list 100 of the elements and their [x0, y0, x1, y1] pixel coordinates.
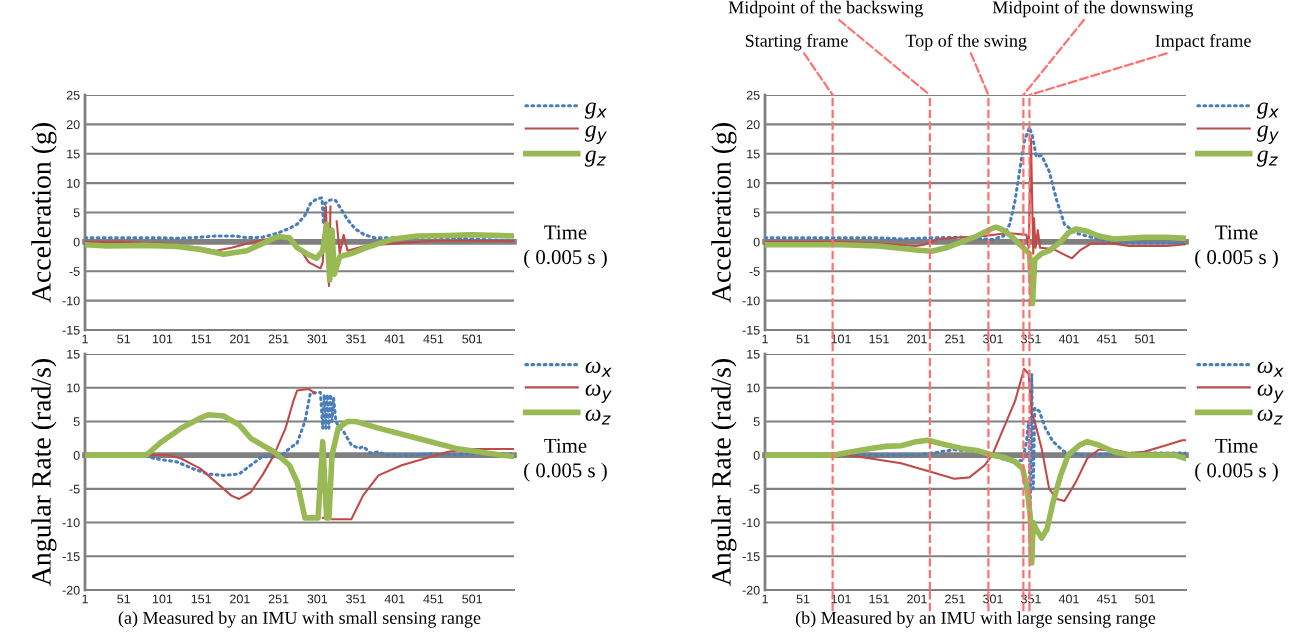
x-tick-label: 451 — [423, 594, 444, 604]
legend-label: g$_{z}$ — [584, 150, 606, 167]
x-tick-label: 501 — [1135, 594, 1155, 604]
y-axis-title: Acceleration (g) — [31, 123, 57, 303]
legend-label: ω$_{y}$ — [585, 384, 612, 403]
ref-line-label: Midpoint of the backswing — [728, 0, 923, 18]
y-tick-label: -10 — [742, 296, 760, 306]
x-tick-label: 51 — [796, 334, 810, 344]
y-axis-title: Acceleration (g) — [711, 123, 737, 303]
x-tick-label: 301 — [307, 334, 328, 344]
ref-line-label: Top of the swing — [905, 33, 1027, 51]
ref-line-label: Starting frame — [745, 33, 848, 51]
x-tick-label: 1 — [82, 594, 88, 604]
legend-label: ω$_{y}$ — [1257, 384, 1284, 403]
ref-line-label: Impact frame — [1155, 34, 1251, 51]
x-tick-label: 151 — [191, 594, 211, 604]
y-tick-label: 0 — [73, 450, 80, 460]
x-tick-label: 251 — [268, 594, 289, 604]
y-tick-label: 5 — [753, 417, 760, 427]
x-tick-label: 151 — [869, 594, 889, 604]
x-tick-label: 301 — [307, 594, 328, 604]
x-tick-label: 51 — [117, 594, 131, 604]
line-series — [765, 125, 1186, 245]
line-series — [765, 138, 1186, 260]
x-tick-label: 401 — [1058, 334, 1079, 344]
legend-label: ω$_{z}$ — [585, 409, 611, 425]
y-tick-label: 15 — [67, 149, 80, 159]
x-tick-label: 301 — [983, 334, 1003, 344]
x-axis-title: Time ( 0.005 s ) — [1195, 438, 1278, 482]
x-tick-label: 501 — [462, 334, 482, 344]
legend-label: ω$_{x}$ — [1257, 361, 1284, 377]
x-axis-title: Time ( 0.005 s ) — [1195, 225, 1278, 269]
y-tick-label: 0 — [753, 237, 760, 247]
y-tick-label: -5 — [69, 267, 80, 276]
y-tick-label: 20 — [746, 120, 760, 130]
x-tick-label: 51 — [117, 334, 131, 344]
x-tick-label: 501 — [462, 594, 482, 604]
y-tick-label: 5 — [73, 417, 80, 427]
x-tick-label: 401 — [384, 334, 405, 344]
y-tick-label: 5 — [753, 208, 760, 218]
x-axis-title: Time ( 0.005 s ) — [524, 438, 607, 482]
legend-label: g$_{y}$ — [1256, 125, 1279, 144]
x-tick-label: 251 — [268, 334, 289, 344]
x-tick-label: 401 — [384, 594, 405, 604]
x-tick-label: 101 — [831, 594, 851, 604]
y-tick-label: -5 — [749, 484, 760, 494]
y-tick-label: 0 — [753, 450, 760, 460]
legend-label: g$_{x}$ — [584, 102, 607, 119]
y-tick-label: 10 — [67, 178, 80, 188]
y-tick-label: 20 — [66, 120, 80, 130]
y-tick-label: -20 — [62, 585, 80, 595]
legend-label: g$_{z}$ — [1256, 150, 1278, 167]
y-axis-title: Angular Rate (rad/s) — [711, 359, 737, 586]
legend-label: g$_{x}$ — [1256, 102, 1279, 119]
x-tick-label: 1 — [82, 334, 88, 344]
y-tick-label: 10 — [747, 383, 760, 393]
x-tick-label: 1 — [762, 334, 768, 344]
y-tick-label: 0 — [73, 237, 80, 247]
x-tick-label: 451 — [1096, 334, 1117, 344]
y-tick-label: 15 — [747, 349, 760, 359]
x-tick-label: 401 — [1058, 594, 1079, 604]
x-tick-label: 201 — [907, 334, 927, 344]
y-tick-label: -10 — [742, 518, 760, 528]
x-tick-label: 101 — [152, 594, 173, 604]
y-tick-label: -10 — [62, 518, 80, 528]
y-tick-label: 25 — [746, 90, 760, 100]
x-tick-label: 501 — [1135, 334, 1155, 344]
x-tick-label: 351 — [346, 334, 366, 344]
line-series — [85, 196, 514, 243]
y-tick-label: -15 — [62, 325, 80, 335]
y-tick-label: -5 — [69, 484, 80, 494]
x-tick-label: 151 — [191, 334, 211, 344]
y-tick-label: 15 — [67, 349, 80, 359]
y-tick-label: -20 — [742, 585, 760, 595]
x-tick-label: 1 — [762, 594, 768, 604]
x-tick-label: 251 — [945, 594, 965, 604]
legend-label: ω$_{z}$ — [1257, 409, 1283, 425]
y-tick-label: -10 — [62, 296, 80, 306]
y-tick-label: 15 — [747, 149, 760, 159]
y-tick-label: 10 — [67, 383, 80, 393]
y-tick-label: 10 — [747, 178, 760, 188]
x-tick-label: 151 — [869, 334, 889, 344]
x-axis-title: Time ( 0.005 s ) — [524, 225, 607, 269]
text: (b) Measured by an IMU with large sensing range — [795, 611, 1156, 628]
x-tick-label: 351 — [346, 594, 366, 604]
y-tick-label: 25 — [66, 90, 80, 100]
x-tick-label: 301 — [983, 594, 1003, 604]
y-tick-label: 5 — [73, 208, 80, 218]
ref-line-label: Midpoint of the downswing — [992, 0, 1194, 18]
y-tick-label: -15 — [62, 552, 80, 561]
text: (a) Measured by an IMU with small sensing range — [118, 611, 481, 628]
x-tick-label: 101 — [152, 334, 173, 344]
x-tick-label: 201 — [907, 594, 927, 604]
x-tick-label: 101 — [831, 334, 851, 344]
legend-label: ω$_{x}$ — [585, 361, 612, 377]
legend-label: g$_{y}$ — [584, 125, 607, 144]
x-tick-label: 251 — [945, 334, 965, 344]
x-tick-label: 201 — [230, 594, 250, 604]
x-tick-label: 451 — [423, 334, 444, 344]
x-tick-label: 451 — [1096, 594, 1117, 604]
